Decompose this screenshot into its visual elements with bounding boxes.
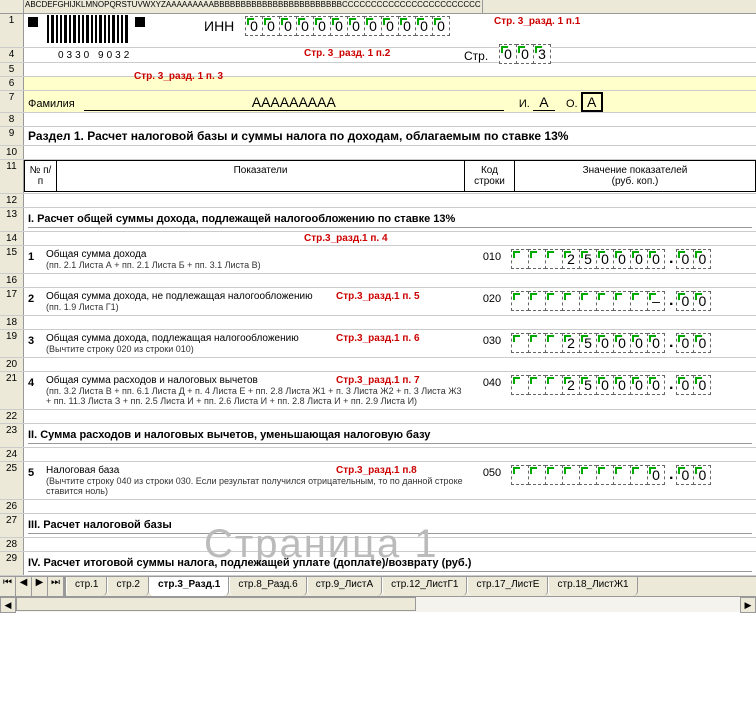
scroll-left-button[interactable]: ◀ xyxy=(0,597,16,613)
barcode xyxy=(47,15,128,43)
item-text: Общая сумма дохода, подлежащая налогообл… xyxy=(46,333,472,354)
value-cells: 250000.00 xyxy=(512,249,752,269)
value-cells: 250000.00 xyxy=(512,375,752,395)
initial-o-label: О. xyxy=(566,98,578,110)
item-number: 4 xyxy=(28,375,46,389)
redlabel-p2: Стр. 3_разд. 1 п.2 xyxy=(304,48,390,59)
sheet-tab[interactable]: стр.2 xyxy=(107,577,148,596)
column-headers: ABCDEFGHIJKLMNOPQRSTUVWXYZAAAAAAAAABBBBB… xyxy=(0,0,756,14)
initial-o-value: А xyxy=(581,92,603,112)
subtitle-1: I. Расчет общей суммы дохода, подлежащей… xyxy=(28,211,752,228)
item-text: Общая сумма расходов и налоговых вычетов… xyxy=(46,375,472,406)
sheet-tab[interactable]: стр.3_Разд.1 xyxy=(149,577,229,596)
tab-nav-arrows[interactable]: ⏮◀▶⏭ xyxy=(0,577,66,596)
scroll-right-button[interactable]: ▶ xyxy=(740,597,756,613)
line-code: 020 xyxy=(472,291,512,305)
surname-label: Фамилия xyxy=(28,98,75,110)
sheet-tab[interactable]: стр.12_ЛистГ1 xyxy=(382,577,467,596)
subtitle: II. Сумма расходов и налоговых вычетов, … xyxy=(28,427,752,444)
initial-i-label: И. xyxy=(519,98,530,110)
barcode-number: 0330 9032 xyxy=(58,50,132,61)
sheet-tab[interactable]: стр.1 xyxy=(66,577,107,596)
item-number: 2 xyxy=(28,291,46,305)
sheet-tabs[interactable]: ⏮◀▶⏭ стр.1стр.2стр.3_Разд.1стр.8_Разд.6с… xyxy=(0,576,756,596)
surname-value: ААААААААА xyxy=(84,94,504,111)
sheet-tab[interactable]: стр.18_ЛистЖ1 xyxy=(548,577,637,596)
horizontal-scrollbar[interactable]: ◀ ▶ xyxy=(0,596,756,612)
value-cells: 250000.00 xyxy=(512,333,752,353)
page-label: Стр. xyxy=(464,49,488,63)
inn-label: ИНН xyxy=(204,18,234,34)
sheet-tab[interactable]: стр.17_ЛистЕ xyxy=(467,577,548,596)
section-title: Раздел 1. Расчет налоговой базы и суммы … xyxy=(24,127,756,145)
line-code: 010 xyxy=(472,249,512,263)
initial-i-value: А xyxy=(533,94,555,111)
table-header: № п/п Показатели Код строки Значение пок… xyxy=(24,160,756,192)
line-code: 040 xyxy=(472,375,512,389)
sheet-tab[interactable]: стр.9_ЛистА xyxy=(307,577,382,596)
value-cells: 0.00 xyxy=(512,465,752,485)
redlabel-p1: Стр. 3_разд. 1 п.1 xyxy=(494,16,580,27)
item-number: 1 xyxy=(28,249,46,263)
sheet-tab[interactable]: стр.8_Разд.6 xyxy=(229,577,306,596)
line-code: 050 xyxy=(472,465,512,479)
item-text: Общая сумма дохода, не подлежащая налого… xyxy=(46,291,472,312)
redlabel-p4: Стр.3_разд.1 п. 4 xyxy=(304,233,388,244)
row-number: 1 xyxy=(0,14,24,47)
item-text: Общая сумма дохода(пп. 2.1 Листа А + пп.… xyxy=(46,249,472,270)
subtitle-4: IV. Расчет итоговой суммы налога, подлеж… xyxy=(28,555,752,572)
value-cells: –.00 xyxy=(512,291,752,311)
item-number: 3 xyxy=(28,333,46,347)
item-text: Налоговая база(Вычтите строку 040 из стр… xyxy=(46,465,472,496)
redlabel-p3: Стр. 3_разд. 1 п. 3 xyxy=(134,71,223,82)
inn-cells: 000000000000 xyxy=(246,16,450,36)
item-number: 5 xyxy=(28,465,46,479)
line-code: 030 xyxy=(472,333,512,347)
page-cells: 003 xyxy=(500,44,551,64)
scroll-thumb[interactable] xyxy=(16,597,416,611)
